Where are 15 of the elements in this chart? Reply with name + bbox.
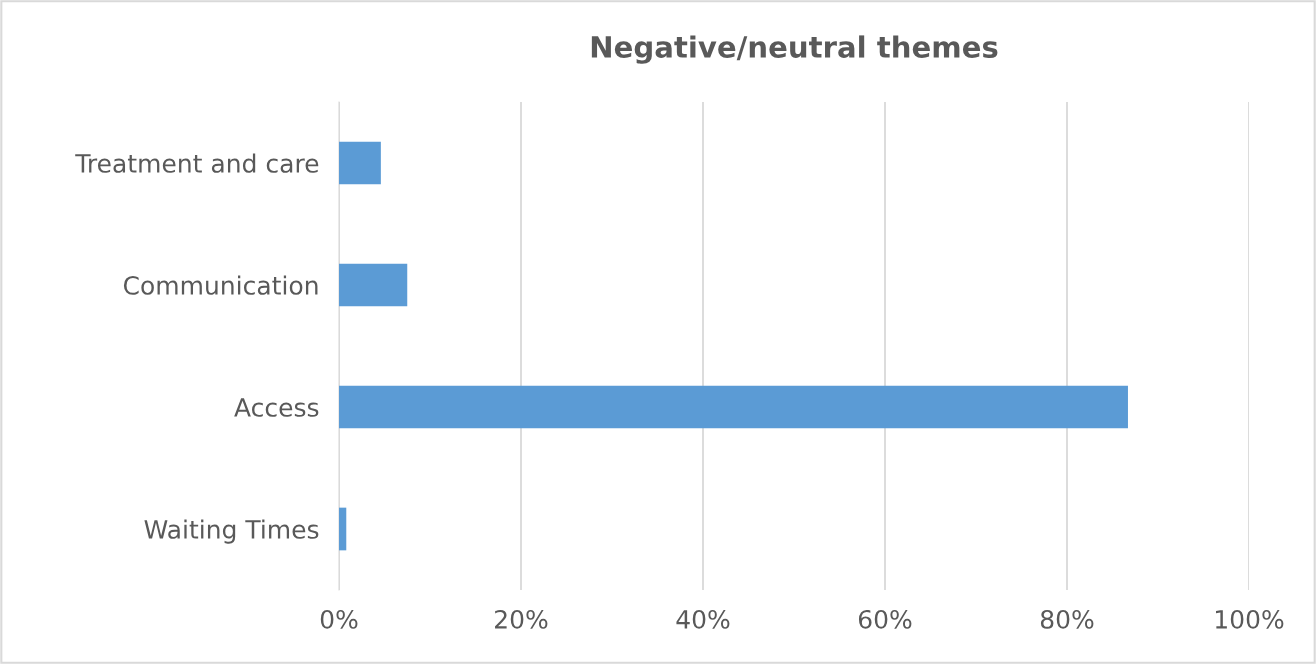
y-tick-label: Communication: [123, 275, 318, 295]
bar: [339, 385, 1128, 429]
bar: [339, 263, 408, 307]
x-tick-label: 20%: [495, 609, 548, 629]
x-tick-label: 0%: [320, 609, 358, 629]
bar: [339, 507, 347, 551]
x-tick-label: 40%: [676, 609, 730, 629]
bar: [339, 141, 381, 185]
x-tick-label: 80%: [1040, 609, 1094, 629]
y-tick-label: Waiting Times: [144, 519, 319, 544]
x-tick-label: 100%: [1216, 609, 1284, 629]
chart-title: Negative/neutral themes: [591, 35, 998, 64]
x-tick-label: 60%: [858, 609, 912, 629]
y-tick-label: Access: [234, 398, 319, 417]
y-tick-label: Treatment and care: [75, 153, 319, 173]
